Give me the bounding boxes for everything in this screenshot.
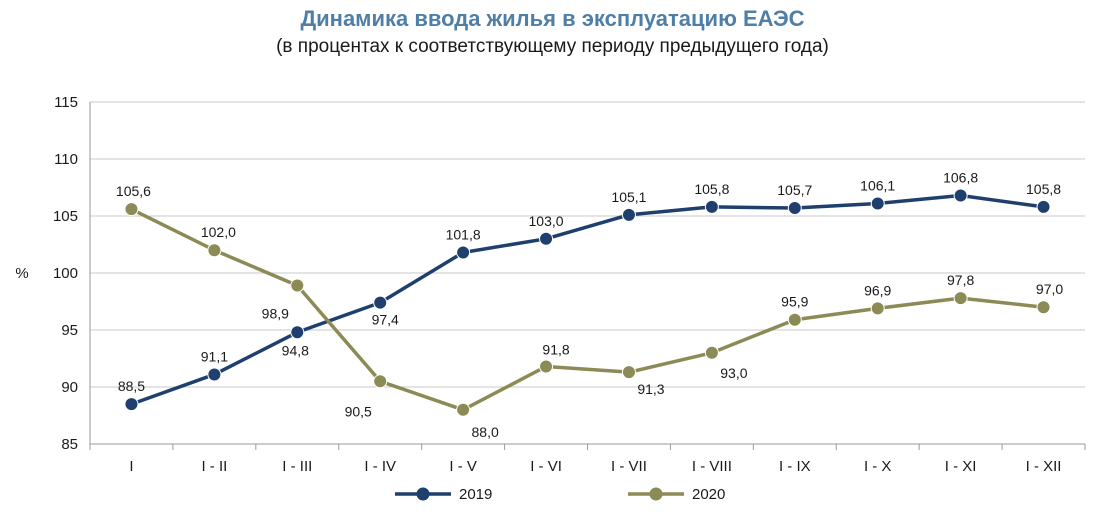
data-label-2019: 94,8: [282, 342, 309, 358]
data-label-2020: 97,0: [1036, 281, 1063, 297]
data-point-2020: [870, 301, 885, 316]
data-point-2019: [290, 325, 305, 340]
data-point-2020: [704, 345, 719, 360]
data-point-2020: [124, 202, 139, 217]
legend-marker-2020: [649, 487, 663, 501]
y-tick-label: 110: [54, 151, 78, 168]
legend: 2019 2020: [395, 486, 725, 503]
series-layer: [124, 188, 1051, 417]
y-axis-label: %: [15, 265, 28, 282]
x-tick-label: I - IX: [779, 458, 811, 475]
data-label-2020: 96,9: [864, 282, 891, 298]
y-axis-ticks: 85 90 95 100 105 110 115: [53, 94, 78, 453]
data-point-2020: [621, 365, 636, 380]
x-axis: I I - II I - III I - IV I - V I - VI I - VII I …: [89, 102, 1086, 475]
x-tick-label: I - XI: [945, 458, 977, 475]
data-label-2019: 88,5: [118, 378, 145, 394]
data-point-2020: [456, 402, 471, 417]
data-point-2020: [539, 359, 554, 374]
data-point-2019: [870, 196, 885, 211]
x-tick-label: I - III: [282, 458, 312, 475]
legend-label-2019: 2019: [459, 486, 492, 503]
series-line-2020: [130, 207, 1044, 412]
data-label-2020: 93,0: [720, 365, 747, 381]
data-label-2019: 103,0: [529, 213, 564, 229]
data-label-2019: 106,8: [943, 169, 978, 185]
data-label-2019: 105,7: [777, 182, 812, 198]
data-label-2020: 102,0: [201, 224, 236, 240]
data-point-2019: [456, 245, 471, 260]
chart-title: Динамика ввода жилья в эксплуатацию ЕАЭС: [300, 6, 805, 31]
x-tick-label: I: [129, 458, 133, 475]
data-point-2019: [704, 199, 719, 214]
data-point-2020: [207, 243, 222, 258]
data-label-2020: 88,0: [472, 424, 499, 440]
data-label-2019: 97,4: [372, 312, 399, 328]
legend-label-2020: 2020: [692, 486, 725, 503]
data-point-2019: [373, 295, 388, 310]
x-tick-label: I - II: [201, 458, 227, 475]
data-label-2019: 91,1: [201, 348, 228, 364]
y-tick-label: 95: [61, 322, 78, 339]
data-point-2020: [290, 278, 305, 293]
y-tick-label: 115: [54, 94, 78, 111]
series-line-2019: [130, 193, 1044, 406]
data-label-2020: 91,8: [542, 341, 569, 357]
y-tick-label: 105: [53, 208, 78, 225]
data-label-2020: 90,5: [345, 403, 372, 419]
x-tick-label: I - IV: [364, 458, 396, 475]
x-tick-label: I - V: [449, 458, 477, 475]
data-point-2019: [1036, 199, 1051, 214]
chart-subtitle: (в процентах к соответствующему периоду …: [276, 36, 829, 57]
data-point-2019: [124, 397, 139, 412]
data-label-2019: 105,8: [1026, 181, 1061, 197]
data-point-2019: [539, 231, 554, 246]
data-label-2019: 106,1: [860, 177, 895, 193]
grid-lines: [90, 101, 1085, 445]
data-label-2019: 105,1: [611, 189, 646, 205]
x-tick-label: I - VI: [530, 458, 562, 475]
data-point-2020: [373, 374, 388, 389]
data-point-2019: [207, 367, 222, 382]
data-label-2020: 98,9: [262, 306, 289, 322]
legend-marker-2019: [416, 487, 430, 501]
data-point-2020: [1036, 300, 1051, 315]
x-tick-label: I - VII: [611, 458, 647, 475]
data-point-2019: [953, 188, 968, 203]
y-tick-label: 85: [61, 436, 78, 453]
data-label-2020: 105,6: [116, 183, 151, 199]
data-point-2020: [787, 312, 802, 327]
data-point-2019: [787, 201, 802, 216]
x-tick-label: I - VIII: [692, 458, 732, 475]
y-tick-label: 100: [53, 265, 78, 282]
data-label-2019: 105,8: [694, 181, 729, 197]
data-labels: 88,5 91,1 94,8 97,4 101,8 103,0 105,1 105,8 105,…: [116, 169, 1063, 439]
x-tick-label: I - X: [864, 458, 892, 475]
data-point-2020: [953, 291, 968, 306]
data-point-2019: [621, 207, 636, 222]
data-label-2020: 97,8: [947, 272, 974, 288]
x-tick-label: I - XII: [1026, 458, 1062, 475]
data-label-2019: 101,8: [446, 226, 481, 242]
data-label-2020: 95,9: [781, 294, 808, 310]
data-label-2020: 91,3: [637, 381, 664, 397]
y-tick-label: 90: [61, 379, 78, 396]
